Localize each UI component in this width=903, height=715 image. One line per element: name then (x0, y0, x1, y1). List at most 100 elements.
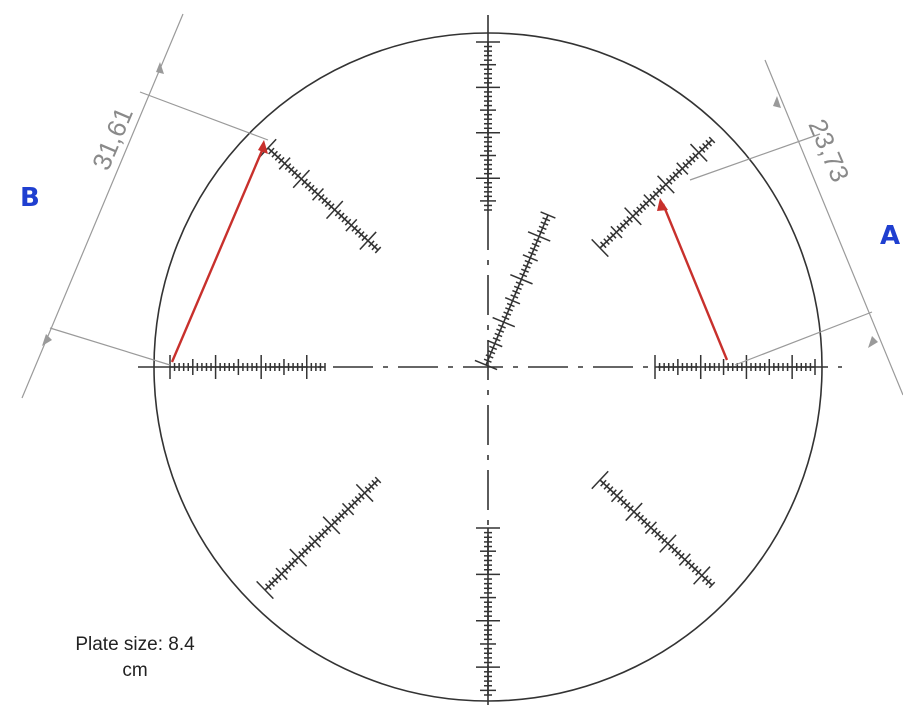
scale-tick (354, 228, 362, 235)
scale-tick (674, 549, 682, 557)
red-arrow-b (170, 140, 268, 363)
scale-tick (702, 142, 709, 150)
scale-tick (531, 242, 540, 248)
scale-tick (520, 268, 529, 273)
scale-tick (334, 209, 342, 217)
scale-tick (331, 518, 339, 526)
scale-tick (264, 583, 272, 591)
scale-tick (278, 157, 291, 170)
scale-tick (512, 289, 521, 295)
scale-tick (636, 206, 643, 214)
scale-tick (348, 502, 355, 510)
scale-tick (610, 489, 623, 503)
scale-tick (284, 163, 292, 170)
scale-tick (675, 168, 683, 176)
scale-tick (345, 218, 358, 232)
dimension-a-text: 23,73 (802, 115, 855, 187)
scale-tick (684, 559, 692, 567)
scale-tick (625, 502, 643, 522)
scale-axis (485, 214, 549, 366)
scale-tick (671, 546, 678, 554)
scale-tick (485, 354, 494, 359)
scale-tick (506, 302, 515, 308)
scale-tick (688, 562, 695, 570)
scale-tick (487, 349, 496, 355)
dimension-a (689, 59, 903, 396)
scale-tick (321, 528, 329, 536)
scale-tick (275, 567, 288, 581)
scale-tick (603, 238, 610, 246)
scale-tick (609, 231, 617, 239)
scale-tick (344, 218, 352, 226)
scale-tick (649, 193, 657, 201)
scale-tick (338, 512, 345, 519)
scale-tick (626, 216, 633, 223)
scale-top (476, 41, 500, 211)
scale-tick (682, 162, 689, 169)
scale-tick (308, 184, 315, 192)
scale-tick (672, 171, 680, 179)
scale-tick (644, 521, 651, 528)
scale-tick (304, 181, 312, 189)
scale-tick (620, 498, 628, 506)
scale-tick (284, 563, 292, 571)
scale-tick (496, 328, 505, 333)
scale-tick (528, 251, 537, 256)
scale-tick (298, 551, 305, 558)
scale-tick (318, 531, 325, 539)
scale-tick (271, 576, 279, 584)
scale-tick (301, 547, 309, 555)
scale-tick (701, 575, 709, 583)
scale-tick (685, 158, 693, 166)
scale-tick (659, 184, 666, 192)
scale-tick (540, 211, 556, 219)
scale-tick (665, 177, 673, 185)
scale-tick (311, 187, 318, 195)
plate-size-caption: Plate size: 8.4 cm (30, 632, 240, 684)
scale-bottom (476, 527, 500, 696)
scale-tick (527, 231, 551, 242)
scale-tick (698, 146, 706, 153)
scale-tick (474, 359, 498, 371)
scale-tick (657, 175, 675, 194)
scale-tick (640, 517, 648, 525)
scale-tick (351, 224, 358, 232)
scale-bars (169, 41, 816, 696)
scale-tick (538, 225, 547, 231)
scale-tick (308, 535, 321, 548)
scale-tick (268, 147, 275, 155)
scale-tick (351, 499, 359, 507)
scale-axis (267, 147, 379, 251)
scale-tick (487, 339, 503, 348)
scale-tick (676, 162, 689, 175)
scale-tick (627, 505, 634, 513)
scale-tick (374, 476, 382, 484)
scale-tick (289, 548, 308, 567)
caption-line-1: Plate size: 8.4 (75, 634, 195, 655)
scale-lower-left (256, 476, 382, 600)
scale-tick (354, 496, 362, 503)
scale-tick (256, 580, 274, 600)
scale-tick (304, 544, 312, 552)
scale-tick (644, 521, 657, 535)
scale-tick (501, 315, 510, 321)
scale-tick (328, 203, 335, 211)
scale-tick (542, 217, 551, 222)
scale-tick (489, 345, 498, 351)
red-arrow-a (657, 198, 729, 361)
scale-tick (361, 234, 368, 242)
scale-tick (325, 200, 344, 220)
scale-tick (268, 580, 275, 587)
scale-tick (374, 246, 382, 254)
scale-tick (678, 553, 691, 566)
scale-tick (341, 508, 349, 516)
scale-tick (661, 537, 668, 544)
scale-tick (291, 169, 298, 177)
scale-tick (505, 307, 514, 312)
scale-tick (359, 231, 377, 251)
scale-tick (294, 172, 302, 180)
scale-tick (519, 272, 528, 278)
scale-tick (667, 543, 675, 551)
label-b: B (20, 183, 40, 213)
scale-tick (281, 567, 289, 574)
